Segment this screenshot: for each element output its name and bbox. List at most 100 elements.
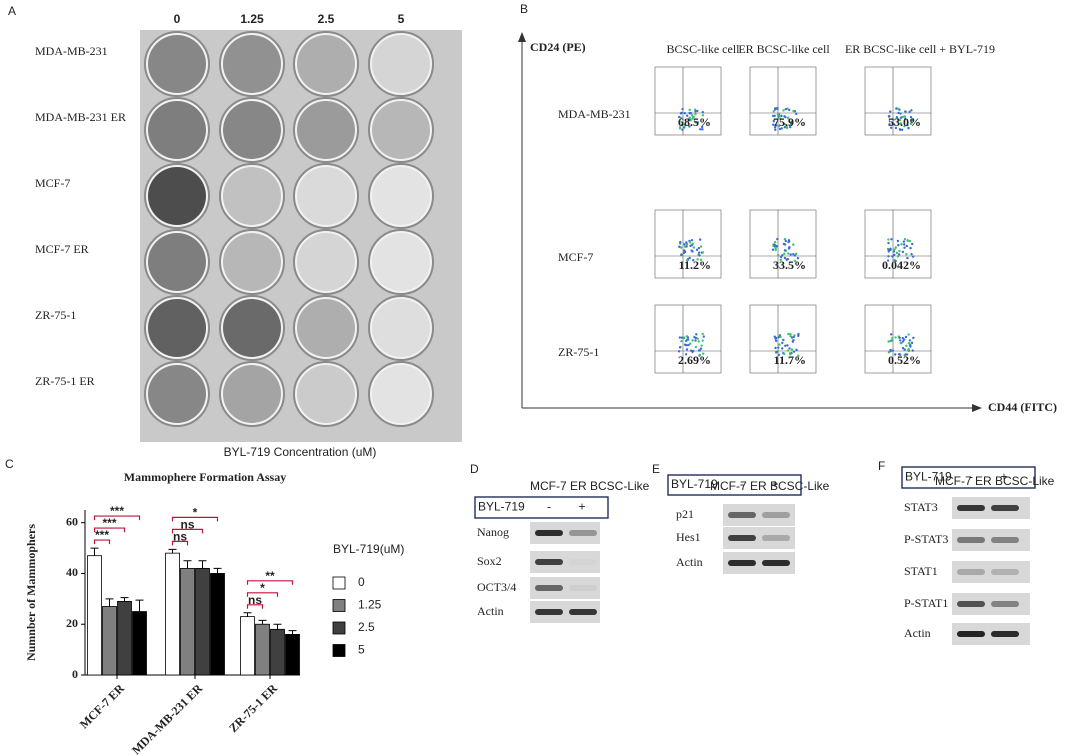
colonies	[297, 365, 355, 423]
event-dot	[899, 116, 903, 119]
percentage-label: 68.5%	[678, 115, 711, 129]
event-dot	[782, 352, 786, 356]
panel-letter: E	[652, 462, 660, 476]
treatment-label: BYL-719	[905, 470, 952, 484]
event-dot	[786, 349, 790, 352]
significance-bracket	[246, 592, 279, 597]
event-dot	[698, 238, 702, 241]
blot-band	[535, 609, 563, 615]
x-axis-label: BYL-719 Concentration (uM)	[224, 445, 377, 459]
cell-line-label: MCF-7	[35, 176, 70, 190]
event-dot	[774, 336, 778, 340]
blot-band	[991, 631, 1019, 637]
significance-label: ***	[110, 504, 124, 518]
event-dot	[685, 241, 688, 244]
event-dot	[889, 349, 892, 353]
blot-band	[957, 505, 985, 511]
event-dot	[700, 125, 704, 129]
bar	[132, 611, 147, 676]
significance-label: ns	[173, 530, 187, 544]
event-dot	[698, 254, 701, 257]
event-dot	[888, 123, 891, 126]
event-dot	[905, 253, 908, 256]
event-dot	[678, 127, 682, 130]
blot-band	[957, 631, 985, 637]
event-dot	[783, 252, 786, 255]
event-dot	[891, 121, 894, 124]
colonies	[223, 365, 281, 423]
blot-strip	[723, 552, 795, 574]
event-dot	[677, 350, 681, 353]
blot-strip	[952, 529, 1030, 551]
bar	[195, 567, 210, 676]
event-dot	[777, 125, 781, 128]
event-dot	[898, 118, 902, 122]
event-dot	[701, 128, 704, 131]
blot-band	[728, 535, 756, 541]
flow-plot	[749, 66, 817, 136]
legend-label: 1.25	[358, 598, 382, 612]
column-label: ER BCSC-like cell + BYL-719	[845, 42, 995, 56]
colonies	[148, 365, 206, 423]
significance-bracket	[171, 528, 204, 534]
legend-swatch	[332, 621, 346, 635]
significance-label: ns	[180, 518, 194, 532]
event-dot	[783, 125, 787, 129]
event-dot	[895, 115, 899, 119]
plate-well	[293, 97, 359, 163]
event-dot	[689, 111, 692, 115]
event-dot	[690, 238, 694, 242]
y-axis-label: Numnber of Mammophers	[24, 524, 38, 661]
event-dot	[902, 240, 906, 243]
event-dot	[900, 128, 904, 131]
event-dot	[688, 116, 691, 119]
significance-bracket	[93, 539, 111, 545]
event-dot	[896, 239, 900, 243]
colonies	[372, 101, 430, 159]
event-dot	[777, 353, 781, 356]
blot-band	[762, 560, 790, 566]
event-dot	[902, 338, 906, 341]
event-dot	[683, 126, 686, 129]
event-dot	[889, 248, 892, 252]
event-dot	[894, 246, 898, 249]
event-dot	[774, 246, 777, 250]
event-dot	[701, 352, 705, 355]
significance-bracket	[93, 515, 141, 521]
event-dot	[785, 126, 789, 130]
colonies	[297, 167, 355, 225]
row-label: ZR-75-1	[558, 345, 599, 359]
event-dot	[773, 243, 776, 246]
event-dot	[911, 349, 914, 352]
event-dot	[903, 237, 907, 241]
event-dot	[693, 336, 696, 339]
event-dot	[699, 245, 703, 248]
protein-label: Hes1	[676, 530, 701, 544]
error-bar	[105, 598, 114, 607]
event-dot	[896, 255, 900, 258]
blot-band	[569, 609, 597, 615]
event-dot	[889, 339, 892, 343]
percentage-label: 11.7%	[774, 353, 806, 367]
event-dot	[899, 353, 902, 356]
event-dot	[906, 349, 910, 352]
error-bar	[213, 567, 222, 574]
cell-line-label: MDA-MB-231 ER	[35, 110, 126, 124]
event-dot	[906, 124, 909, 127]
error-bar	[183, 560, 192, 569]
event-dot	[685, 348, 689, 351]
event-dot	[782, 338, 785, 342]
plate-well	[368, 229, 434, 295]
event-dot	[905, 353, 909, 356]
plate-well	[219, 163, 285, 229]
event-dot	[680, 123, 684, 127]
event-dot	[909, 246, 912, 250]
event-dot	[678, 115, 681, 119]
protein-label: Nanog	[477, 525, 509, 539]
significance-label: ns	[248, 593, 262, 607]
blot-band	[569, 530, 597, 536]
event-dot	[793, 334, 796, 337]
plus-label: +	[1000, 470, 1007, 484]
colonies	[372, 365, 430, 423]
